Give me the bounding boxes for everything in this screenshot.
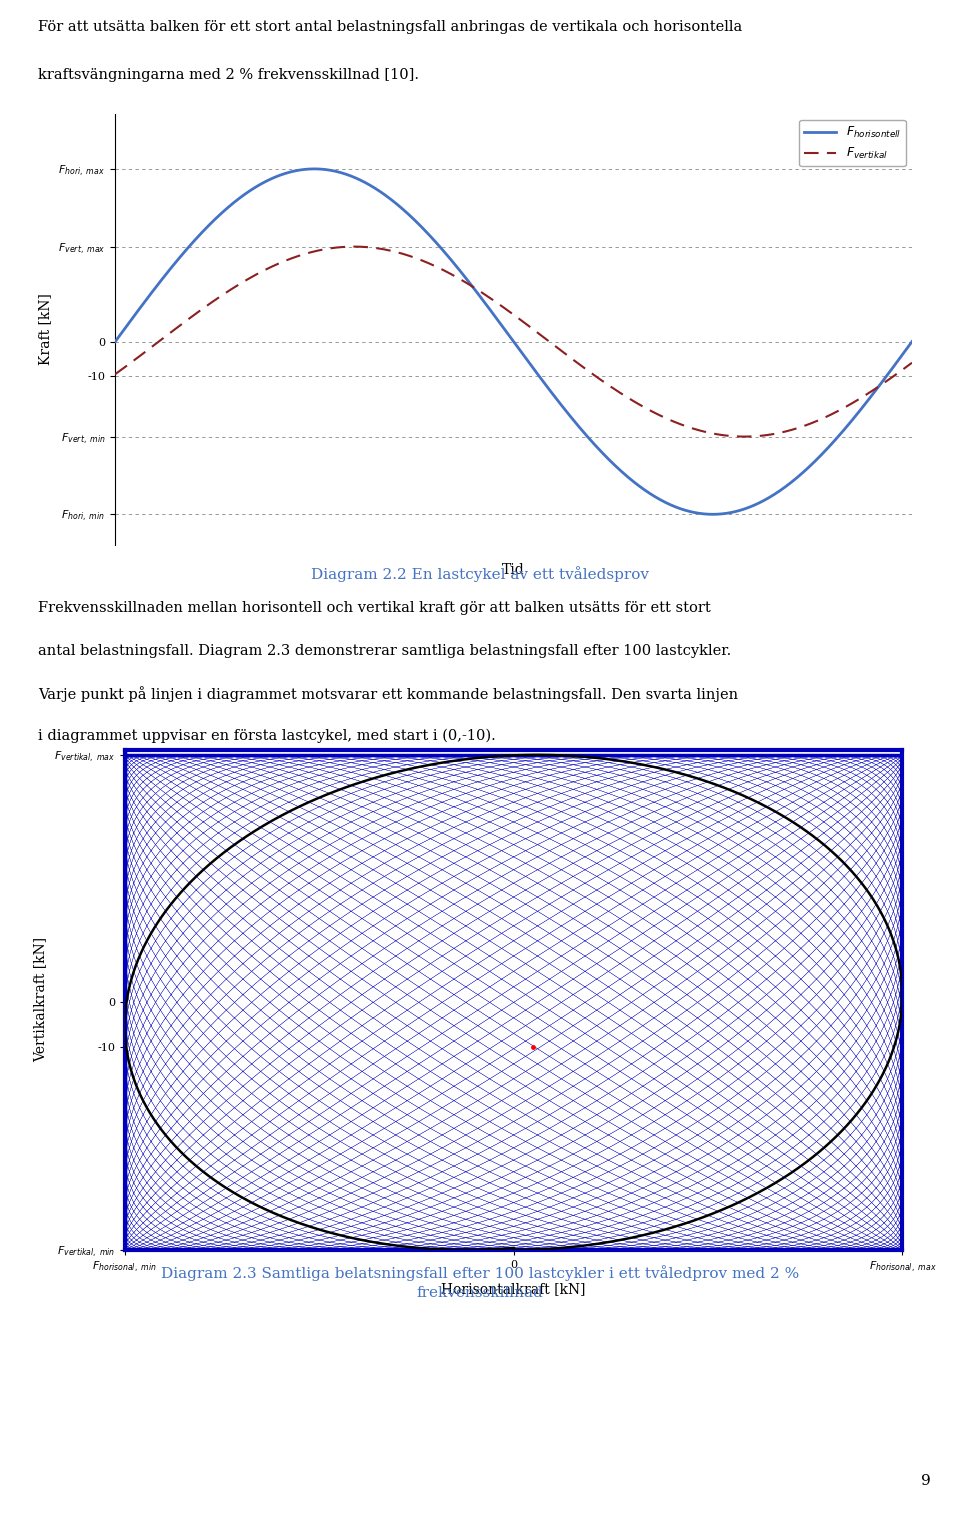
Legend: $F_{horisontell}$, $F_{vertikal}$: $F_{horisontell}$, $F_{vertikal}$ <box>800 120 905 167</box>
Text: antal belastningsfall. Diagram 2.3 demonstrerar samtliga belastningsfall efter 1: antal belastningsfall. Diagram 2.3 demon… <box>38 644 732 658</box>
Text: kraftsvängningarna med 2 % frekvensskillnad [10].: kraftsvängningarna med 2 % frekvensskill… <box>38 68 420 82</box>
Text: 9: 9 <box>922 1474 931 1488</box>
X-axis label: Horisontalkraft [kN]: Horisontalkraft [kN] <box>442 1282 586 1295</box>
Text: Frekvensskillnaden mellan horisontell och vertikal kraft gör att balken utsätts : Frekvensskillnaden mellan horisontell oc… <box>38 601 711 615</box>
Text: Varje punkt på linjen i diagrammet motsvarar ett kommande belastningsfall. Den s: Varje punkt på linjen i diagrammet motsv… <box>38 686 738 701</box>
Text: i diagrammet uppvisar en första lastcykel, med start i (0,-10).: i diagrammet uppvisar en första lastcyke… <box>38 729 496 742</box>
Text: För att utsätta balken för ett stort antal belastningsfall anbringas de vertikal: För att utsätta balken för ett stort ant… <box>38 20 743 33</box>
Text: Tid: Tid <box>502 562 525 577</box>
Y-axis label: Kraft [kN]: Kraft [kN] <box>38 294 53 365</box>
Text: Diagram 2.3 Samtliga belatsningsfall efter 100 lastcykler i ett tvåledprov med 2: Diagram 2.3 Samtliga belatsningsfall eft… <box>161 1265 799 1300</box>
Y-axis label: Vertikalkraft [kN]: Vertikalkraft [kN] <box>33 938 47 1062</box>
Text: Diagram 2.2 En lastcykel av ett tvåledsprov: Diagram 2.2 En lastcykel av ett tvåledsp… <box>311 567 649 582</box>
